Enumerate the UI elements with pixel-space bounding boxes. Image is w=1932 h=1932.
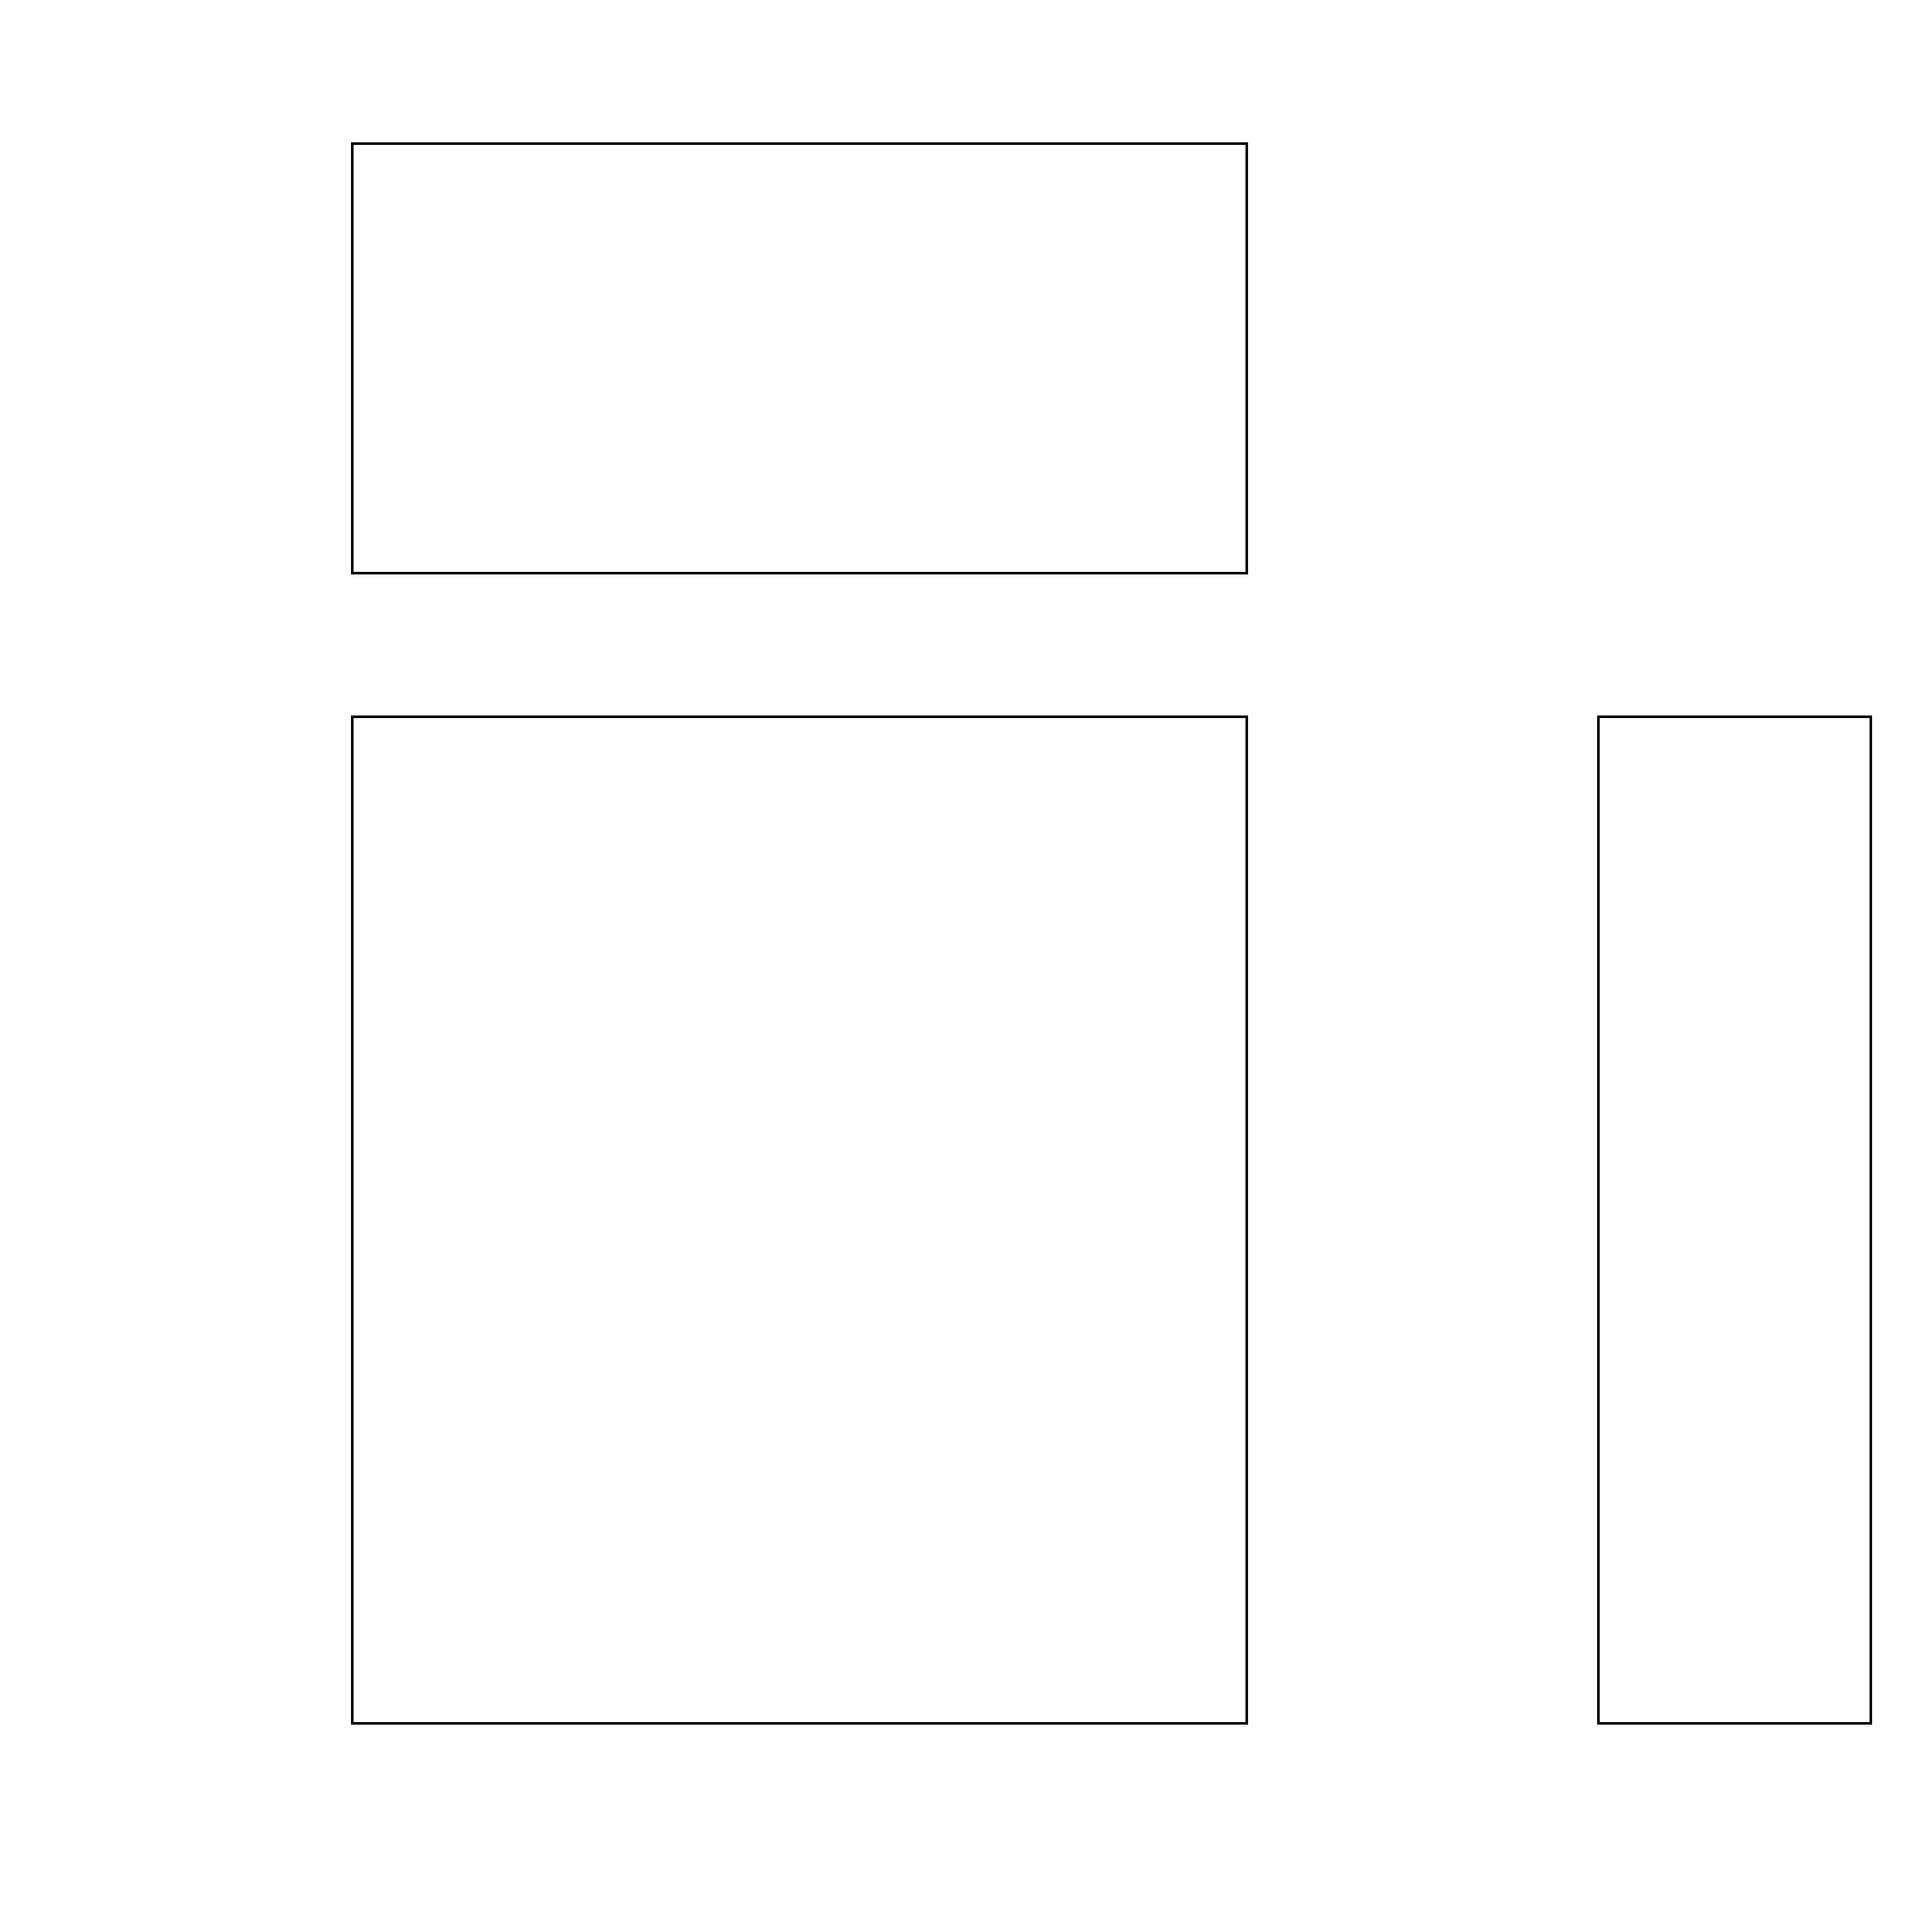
tune-diagram-frame (352, 717, 1247, 1723)
top-histogram-frame (352, 144, 1247, 573)
tune-diagram-panel (352, 717, 1247, 1723)
top-histogram-panel (352, 144, 1247, 573)
right-histogram-frame (1598, 717, 1871, 1723)
right-histogram-panel (1598, 717, 1871, 1723)
